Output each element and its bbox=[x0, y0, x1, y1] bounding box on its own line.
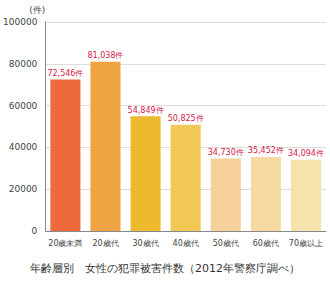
svg-text:34,730件: 34,730件 bbox=[208, 148, 244, 157]
svg-text:30歳代: 30歳代 bbox=[132, 239, 158, 248]
svg-text:100000: 100000 bbox=[3, 17, 38, 27]
svg-text:50,825件: 50,825件 bbox=[168, 114, 204, 123]
svg-text:20歳代: 20歳代 bbox=[92, 239, 118, 248]
svg-text:20歳未満: 20歳未満 bbox=[48, 239, 82, 248]
svg-text:72,546件: 72,546件 bbox=[47, 69, 83, 78]
svg-text:34,094件: 34,094件 bbox=[288, 149, 324, 158]
svg-text:60000: 60000 bbox=[9, 101, 38, 111]
svg-text:50歳代: 50歳代 bbox=[213, 239, 239, 248]
svg-text:60歳代: 60歳代 bbox=[253, 239, 279, 248]
svg-text:20000: 20000 bbox=[9, 184, 38, 194]
svg-text:70歳以上: 70歳以上 bbox=[289, 239, 323, 248]
svg-text:80000: 80000 bbox=[9, 59, 38, 69]
svg-text:年齢層別 女性の犯罪被害件数（2012年警察庁調べ）: 年齢層別 女性の犯罪被害件数（2012年警察庁調べ） bbox=[30, 262, 300, 275]
svg-text:35,452件: 35,452件 bbox=[248, 146, 284, 155]
svg-text:40000: 40000 bbox=[9, 142, 38, 152]
svg-text:(件): (件) bbox=[29, 5, 45, 15]
svg-text:54,849件: 54,849件 bbox=[128, 106, 164, 115]
svg-text:81,038件: 81,038件 bbox=[87, 51, 123, 60]
svg-text:0: 0 bbox=[32, 226, 38, 236]
svg-text:40歳代: 40歳代 bbox=[173, 239, 199, 248]
